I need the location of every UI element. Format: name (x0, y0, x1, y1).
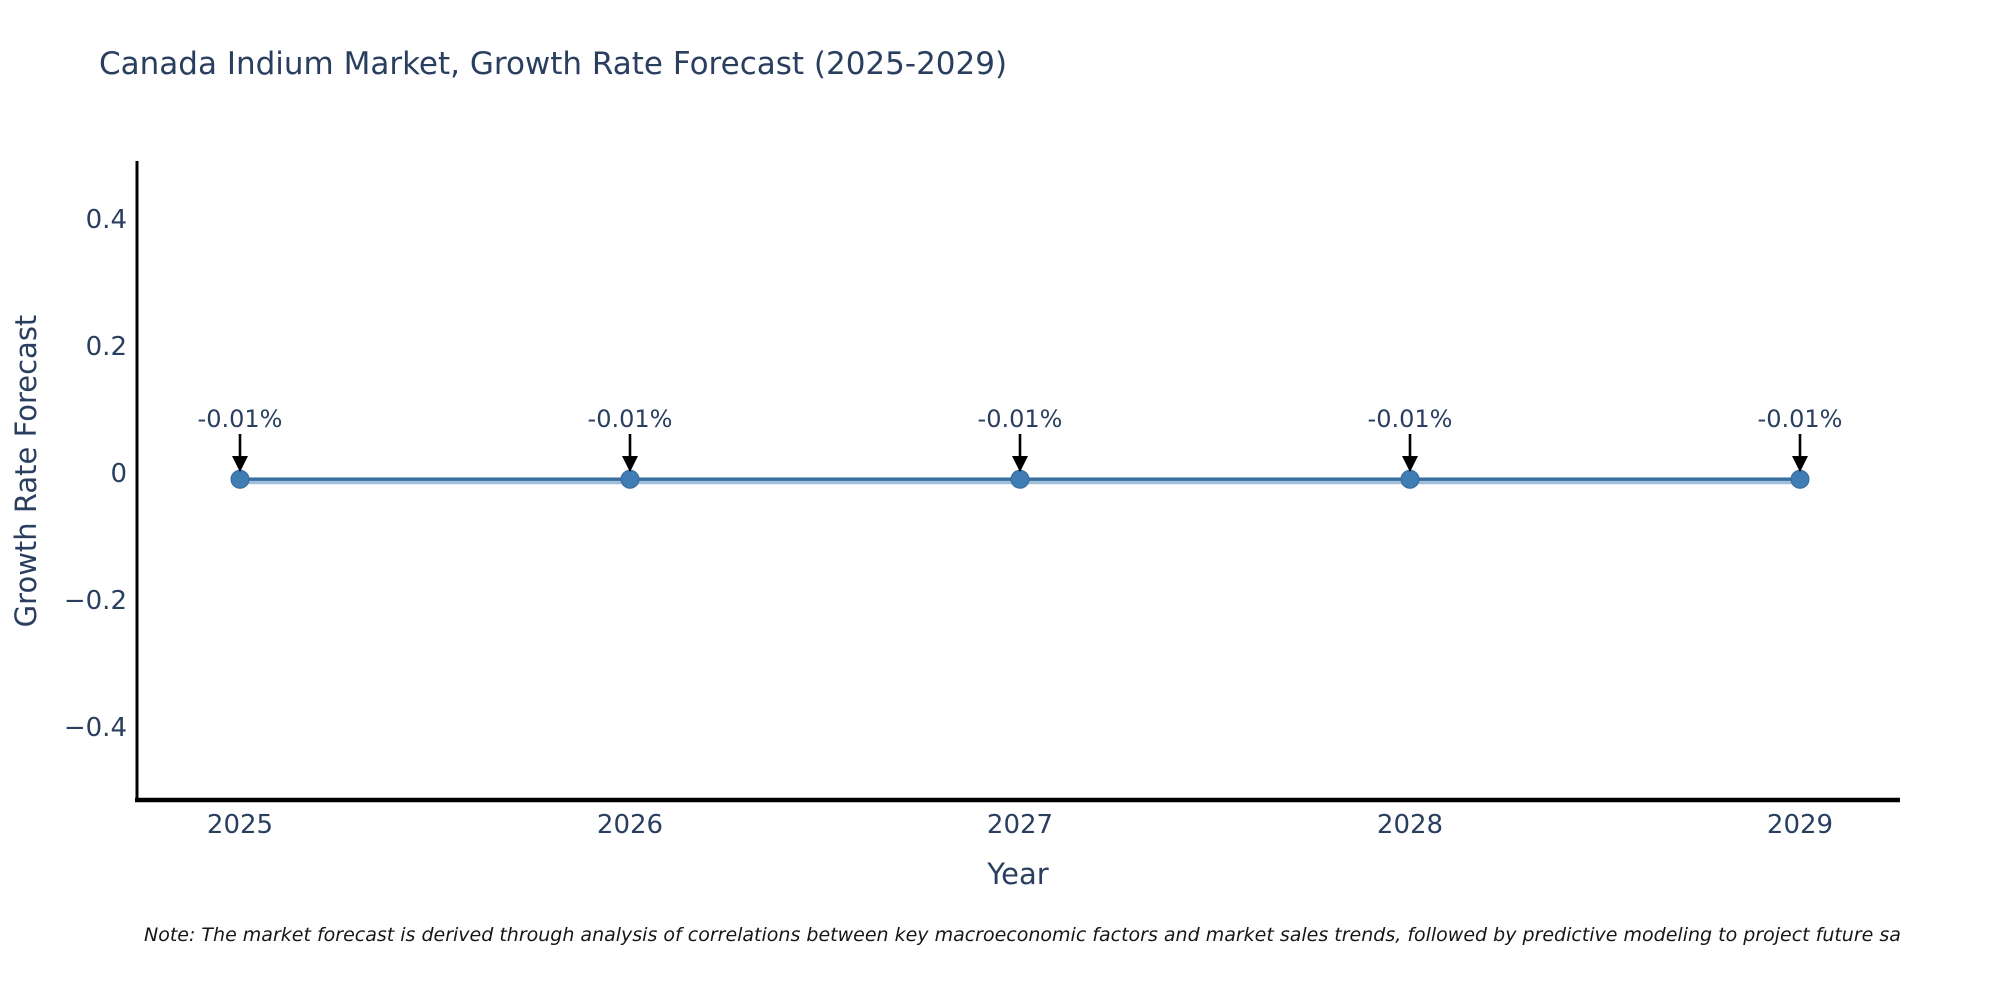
annotation-arrowhead-icon (1012, 456, 1028, 472)
data-point[interactable] (1010, 469, 1030, 489)
data-point[interactable] (620, 469, 640, 489)
x-tick-label: 2026 (597, 810, 663, 840)
y-tick-label: −0.4 (64, 713, 127, 743)
y-tick-label: 0.2 (86, 332, 127, 362)
annotation-arrowhead-icon (622, 456, 638, 472)
x-tick-label: 2029 (1767, 810, 1833, 840)
annotation-arrowhead-icon (232, 456, 248, 472)
y-tick-label: −0.2 (64, 586, 127, 616)
chart-title: Canada Indium Market, Growth Rate Foreca… (99, 46, 1008, 82)
data-point[interactable] (1400, 469, 1420, 489)
footnote: Note: The market forecast is derived thr… (144, 924, 1901, 946)
annotation-label: -0.01% (588, 405, 673, 433)
x-tick-label: 2027 (987, 810, 1053, 840)
annotation-label: -0.01% (978, 405, 1063, 433)
y-tick-label: 0 (110, 459, 127, 489)
data-point[interactable] (230, 469, 250, 489)
annotation-label: -0.01% (1368, 405, 1453, 433)
y-tick-label: 0.4 (86, 205, 127, 235)
x-axis-title: Year (987, 857, 1049, 891)
annotation-arrowhead-icon (1402, 456, 1418, 472)
x-tick-label: 2028 (1377, 810, 1443, 840)
annotation-label: -0.01% (198, 405, 283, 433)
x-tick-label: 2025 (207, 810, 273, 840)
annotation-label: -0.01% (1758, 405, 1843, 433)
data-point[interactable] (1790, 469, 1810, 489)
annotation-arrowhead-icon (1792, 456, 1808, 472)
